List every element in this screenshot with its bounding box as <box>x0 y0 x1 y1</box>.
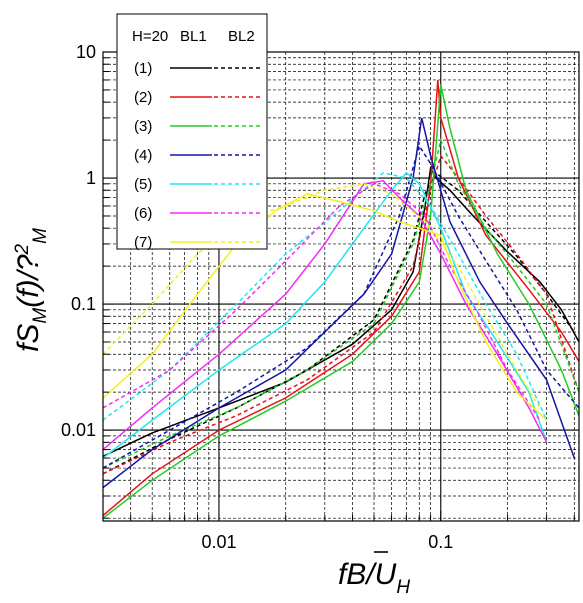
legend-header: BL1 <box>180 28 207 45</box>
y-tick-label: 0.01 <box>61 420 96 440</box>
y-axis-title: fSM(f)/?2M <box>12 228 51 352</box>
y-tick-label: 1 <box>86 168 96 188</box>
series-line-s3-bl1 <box>103 84 579 519</box>
legend-entry-label: (1) <box>134 60 152 77</box>
x-tick-label: 0.1 <box>428 532 453 552</box>
legend-entry-label: (4) <box>134 147 152 164</box>
series-line-s7-bl1 <box>103 193 548 421</box>
series-line-s1-bl2 <box>103 171 575 475</box>
legend-entry-label: (7) <box>134 234 152 251</box>
y-tick-label: 0.1 <box>71 294 96 314</box>
tick-marks <box>102 51 575 521</box>
series-line-s3-bl2 <box>103 137 579 469</box>
series-line-s5-bl1 <box>103 171 548 459</box>
y-tick-label: 10 <box>76 42 96 62</box>
legend: H=20 BL1 BL2 (1) (2) (3) (4) (5) (6) (7) <box>116 13 268 251</box>
legend-header: BL2 <box>228 28 255 45</box>
legend-box <box>116 13 268 250</box>
series-line-s6-bl2 <box>103 182 541 421</box>
series-group <box>103 79 579 519</box>
series-line-s7-bl2 <box>103 183 541 409</box>
x-axis-title: fB/UH <box>338 558 410 598</box>
series-line-s5-bl2 <box>103 171 548 421</box>
legend-entry-label: (2) <box>134 89 152 106</box>
series-line-s6-bl1 <box>103 179 548 451</box>
legend-header: H=20 <box>132 28 168 45</box>
series-line-s2-bl1 <box>103 79 579 517</box>
plot-frame <box>102 51 580 522</box>
legend-entry-label: (6) <box>134 205 152 222</box>
x-tick-label: 0.01 <box>201 532 236 552</box>
legend-entry-label: (5) <box>134 176 152 193</box>
legend-entry-label: (3) <box>134 118 152 135</box>
